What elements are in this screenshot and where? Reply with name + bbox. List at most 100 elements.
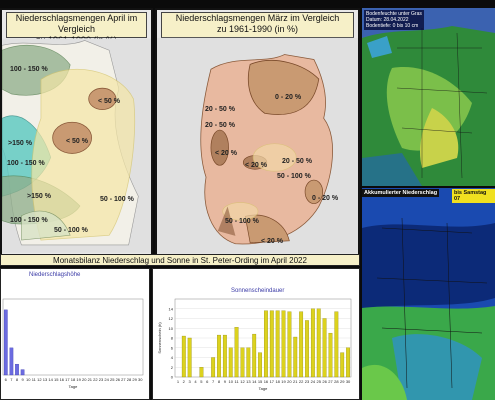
march-label-1: 0 - 20 % [275, 94, 302, 101]
sun-x-tick: 12 [240, 379, 245, 384]
sun-x-tick: 15 [258, 379, 263, 384]
precip-plot-area [2, 298, 144, 376]
precip-map-label: Akkumulierter Niederschlag [362, 189, 440, 197]
april-label-3: >150 % [8, 140, 32, 147]
april-map-graphic [2, 38, 151, 253]
sun-x-tick: 22 [299, 379, 304, 384]
precip-x-tick: 24 [104, 377, 109, 382]
precip-x-tick: 25 [110, 377, 115, 382]
precip-x-tick: 21 [88, 377, 93, 382]
precip-bar [15, 363, 19, 376]
april-label-7: 100 - 150 % [10, 217, 48, 224]
sun-bar [199, 367, 204, 378]
sun-x-tick: 29 [340, 379, 345, 384]
precip-x-tick: 7 [10, 377, 13, 382]
march-label-3: 20 - 50 % [205, 122, 235, 129]
soil-info-box: Bodenfeuchte unter Gras Datum: 28.04.202… [364, 10, 424, 30]
sun-bar [234, 327, 239, 378]
precip-x-tick: 8 [16, 377, 19, 382]
sun-bar [258, 352, 262, 378]
sun-bar [222, 334, 227, 378]
march-label-4: < 20 % [245, 162, 267, 169]
sun-x-tick: 17 [270, 379, 275, 384]
sun-x-tick: 7 [212, 379, 215, 384]
sun-x-tick: 2 [183, 379, 186, 384]
sun-y-tick: 10 [169, 326, 174, 331]
sun-x-tick: 21 [293, 379, 298, 384]
sun-bar [217, 334, 221, 378]
precip-x-tick: 17 [65, 377, 70, 382]
precip-x-tick: 16 [60, 377, 65, 382]
sun-x-tick: 9 [224, 379, 227, 384]
sun-bar [293, 336, 298, 378]
sun-x-tick: 1 [177, 379, 180, 384]
precip-x-tick: 19 [76, 377, 81, 382]
sun-x-tick: 28 [334, 379, 339, 384]
precip-x-tick: 27 [121, 377, 126, 382]
sun-x-tick: 16 [264, 379, 269, 384]
sun-y-tick: 8 [171, 336, 174, 341]
sun-x-tick: 4 [194, 379, 197, 384]
bottom-title: Monatsbilanz Niederschlag und Sonne in S… [53, 256, 307, 265]
precip-x-tick: 30 [138, 377, 143, 382]
sun-bar [269, 310, 274, 378]
march-label-7: 50 - 100 % [277, 173, 311, 180]
precip-x-tick: 14 [48, 377, 53, 382]
precip-x-tick: 18 [71, 377, 76, 382]
sun-x-tick: 20 [287, 379, 292, 384]
precip-bar [20, 369, 25, 376]
sun-x-tick: 23 [305, 379, 310, 384]
april-label-1: 100 - 150 % [10, 66, 48, 73]
march-map-panel: Niederschlagsmengen März im Vergleich zu… [155, 8, 360, 256]
april-label-5: 100 - 150 % [7, 160, 45, 167]
precip-x-tick: 22 [93, 377, 98, 382]
april-label-4: < 50 % [66, 138, 88, 145]
soil-moisture-panel: Bodenfeuchte unter Gras Datum: 28.04.202… [362, 8, 495, 186]
sun-bar [287, 311, 292, 378]
precip-x-tick: 29 [132, 377, 137, 382]
sun-y-tick: 12 [169, 316, 174, 321]
sun-x-tick: 26 [322, 379, 327, 384]
april-label-9: 50 - 100 % [54, 227, 88, 234]
sun-bar [340, 352, 345, 378]
sun-x-tick: 8 [218, 379, 221, 384]
soil-line1: Bodenfeuchte unter Gras [366, 11, 422, 17]
precip-chart-svg: 6 7 8 9 10 11 12 13 14 15 16 17 18 19 20 21 22 23 24 25 26 27… [2, 298, 144, 389]
precip-x-tick: 9 [21, 377, 24, 382]
sun-bar [328, 332, 333, 378]
sunshine-chart-panel: Sonnenscheindauer 0 2 4 6 8 10 12 14 1 2 3 4 5 6 7 8 9 10… [152, 268, 360, 400]
precip-x-tick: 15 [54, 377, 59, 382]
soil-line3: Bodentiefe: 0 bis 10 cm [366, 23, 419, 29]
precip-chart-panel: Niederschlagshöhe 6 7 8 9 10 11 12 13 14 15 16 17 18… [0, 268, 150, 400]
sun-y-tick: 0 [171, 375, 174, 380]
sun-x-tick: 10 [229, 379, 234, 384]
march-label-5: < 20 % [215, 150, 237, 157]
sun-x-tick: 14 [252, 379, 257, 384]
sun-bar [281, 310, 286, 378]
precip-x-tick: 6 [5, 377, 8, 382]
sun-x-tick: 13 [246, 379, 251, 384]
march-map-graphic [157, 37, 358, 254]
sun-bar [275, 310, 280, 378]
sun-x-tick: 25 [317, 379, 322, 384]
precip-map-badge: bis Samstag 07 [452, 189, 495, 203]
precip-x-tick: 23 [99, 377, 104, 382]
march-label-6: 20 - 50 % [282, 158, 312, 165]
precip-bar [9, 347, 14, 376]
sun-y-tick: 2 [171, 365, 174, 370]
precip-x-label: Tage [69, 384, 78, 389]
sun-bar [299, 311, 304, 378]
march-label-9: < 20 % [261, 238, 283, 245]
sun-bar [316, 308, 321, 378]
sun-y-label: Sonnenschein (h) [157, 322, 162, 354]
sun-bar [264, 310, 268, 378]
sun-bar [334, 311, 339, 378]
sun-x-tick: 19 [281, 379, 286, 384]
sun-bar [322, 318, 327, 378]
precip-x-tick: 11 [32, 377, 37, 382]
precip-x-tick: 28 [127, 377, 132, 382]
sun-bar [187, 337, 192, 378]
sun-x-label: Tage [259, 386, 268, 391]
sun-bar [181, 335, 186, 378]
